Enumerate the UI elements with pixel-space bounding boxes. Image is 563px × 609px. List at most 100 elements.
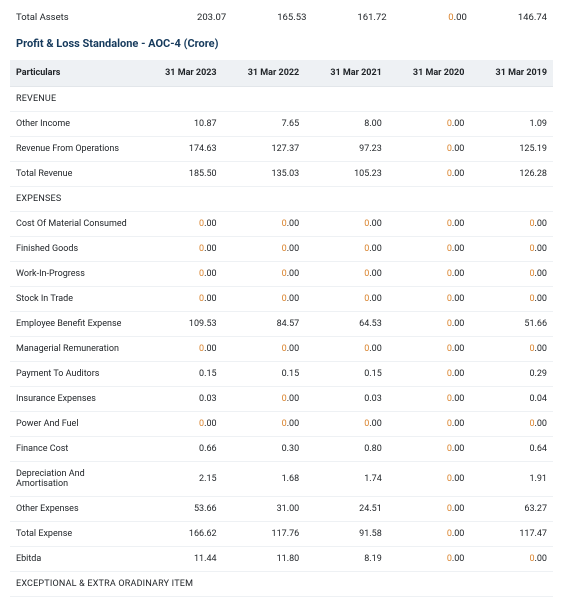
row-label: Managerial Remuneration xyxy=(10,337,140,362)
row-label: Stock In Trade xyxy=(10,287,140,312)
table-row: Power And Fuel0.000.000.000.000.00 xyxy=(10,412,553,437)
row-value: 0.00 xyxy=(305,337,388,362)
row-value: 0.00 xyxy=(388,212,471,237)
row-value: 0.03 xyxy=(305,387,388,412)
row-value: 185.50 xyxy=(140,162,223,187)
row-value: 0.00 xyxy=(388,337,471,362)
row-value: 0.00 xyxy=(388,137,471,162)
row-value: 51.66 xyxy=(470,312,553,337)
col-2022: 31 Mar 2022 xyxy=(223,60,306,87)
row-label: Revenue From Operations xyxy=(10,137,140,162)
row-value: 1.74 xyxy=(305,462,388,497)
table-row: Managerial Remuneration0.000.000.000.000… xyxy=(10,337,553,362)
row-label: Insurance Expenses xyxy=(10,387,140,412)
total-assets-val-3: 0.00 xyxy=(387,12,467,23)
col-particulars: Particulars xyxy=(10,60,140,87)
row-value: 105.23 xyxy=(305,162,388,187)
row-value: 0.00 xyxy=(223,337,306,362)
table-row: Employee Benefit Expense109.5384.5764.53… xyxy=(10,312,553,337)
row-value: 0.00 xyxy=(388,287,471,312)
row-value: 24.51 xyxy=(305,497,388,522)
row-value: 0.00 xyxy=(388,312,471,337)
table-row: Other Expenses53.6631.0024.510.0063.27 xyxy=(10,497,553,522)
row-value: 166.62 xyxy=(140,522,223,547)
row-value: 0.00 xyxy=(305,287,388,312)
row-value: 174.63 xyxy=(140,137,223,162)
row-value: 0.00 xyxy=(388,437,471,462)
row-value: 0.00 xyxy=(470,412,553,437)
row-value: 0.00 xyxy=(140,262,223,287)
row-value: 2.15 xyxy=(140,462,223,497)
row-value: 0.00 xyxy=(388,362,471,387)
row-label: Ebitda xyxy=(10,547,140,572)
table-row: Ebitda11.4411.808.190.000.00 xyxy=(10,547,553,572)
table-row: Depreciation And Amortisation2.151.681.7… xyxy=(10,462,553,497)
row-value: 0.15 xyxy=(223,362,306,387)
row-value: 0.00 xyxy=(388,497,471,522)
row-label: Finished Goods xyxy=(10,237,140,262)
table-row: Payment To Auditors0.150.150.150.000.29 xyxy=(10,362,553,387)
row-value: 0.29 xyxy=(470,362,553,387)
row-value: 0.00 xyxy=(140,337,223,362)
row-value: 1.91 xyxy=(470,462,553,497)
table-row: Work-In-Progress0.000.000.000.000.00 xyxy=(10,262,553,287)
row-value: 0.15 xyxy=(140,362,223,387)
row-value: 126.28 xyxy=(470,162,553,187)
group-label: REVENUE xyxy=(10,87,553,112)
row-value: 0.66 xyxy=(140,437,223,462)
row-label: Other Income xyxy=(10,112,140,137)
col-2020: 31 Mar 2020 xyxy=(388,60,471,87)
row-value: 0.00 xyxy=(223,387,306,412)
row-value: 8.19 xyxy=(305,547,388,572)
row-value: 0.00 xyxy=(388,547,471,572)
row-value: 10.87 xyxy=(140,112,223,137)
row-value: 11.80 xyxy=(223,547,306,572)
row-value: 127.37 xyxy=(223,137,306,162)
row-value: 31.00 xyxy=(223,497,306,522)
table-row: Total Expense166.62117.7691.580.00117.47 xyxy=(10,522,553,547)
pl-table-head: Particulars 31 Mar 2023 31 Mar 2022 31 M… xyxy=(10,60,553,87)
row-value: 135.03 xyxy=(223,162,306,187)
row-value: 0.04 xyxy=(470,387,553,412)
row-value: 53.66 xyxy=(140,497,223,522)
row-value: 1.09 xyxy=(470,112,553,137)
row-label: Employee Benefit Expense xyxy=(10,312,140,337)
col-2019: 31 Mar 2019 xyxy=(470,60,553,87)
row-label: Finance Cost xyxy=(10,437,140,462)
row-label: Cost Of Material Consumed xyxy=(10,212,140,237)
row-value: 0.00 xyxy=(388,462,471,497)
table-row: Stock In Trade0.000.000.000.000.00 xyxy=(10,287,553,312)
row-value: 0.00 xyxy=(223,412,306,437)
row-value: 109.53 xyxy=(140,312,223,337)
row-value: 0.00 xyxy=(388,522,471,547)
table-row: Insurance Expenses0.030.000.030.000.04 xyxy=(10,387,553,412)
row-value: 0.00 xyxy=(140,237,223,262)
total-assets-val-1: 165.53 xyxy=(226,12,306,23)
row-value: 0.00 xyxy=(470,237,553,262)
row-value: 0.00 xyxy=(470,287,553,312)
row-label: Payment To Auditors xyxy=(10,362,140,387)
table-row: Finance Cost0.660.300.800.000.64 xyxy=(10,437,553,462)
total-assets-val-0: 203.07 xyxy=(146,12,226,23)
row-value: 0.00 xyxy=(470,337,553,362)
row-value: 64.53 xyxy=(305,312,388,337)
table-row: Total Revenue185.50135.03105.230.00126.2… xyxy=(10,162,553,187)
group-row: EXPENSES xyxy=(10,187,553,212)
row-value: 0.00 xyxy=(305,237,388,262)
row-value: 0.00 xyxy=(388,262,471,287)
row-value: 11.44 xyxy=(140,547,223,572)
row-value: 0.00 xyxy=(388,237,471,262)
row-value: 84.57 xyxy=(223,312,306,337)
row-label: Power And Fuel xyxy=(10,412,140,437)
table-row: Finished Goods0.000.000.000.000.00 xyxy=(10,237,553,262)
row-value: 97.23 xyxy=(305,137,388,162)
row-value: 0.00 xyxy=(388,412,471,437)
group-row: REVENUE xyxy=(10,87,553,112)
row-value: 0.00 xyxy=(140,412,223,437)
row-value: 7.65 xyxy=(223,112,306,137)
group-row: EXCEPTIONAL & EXTRA ORADINARY ITEM xyxy=(10,572,553,597)
col-2021: 31 Mar 2021 xyxy=(305,60,388,87)
row-value: 0.00 xyxy=(305,412,388,437)
group-label: EXCEPTIONAL & EXTRA ORADINARY ITEM xyxy=(10,572,553,597)
row-value: 125.19 xyxy=(470,137,553,162)
